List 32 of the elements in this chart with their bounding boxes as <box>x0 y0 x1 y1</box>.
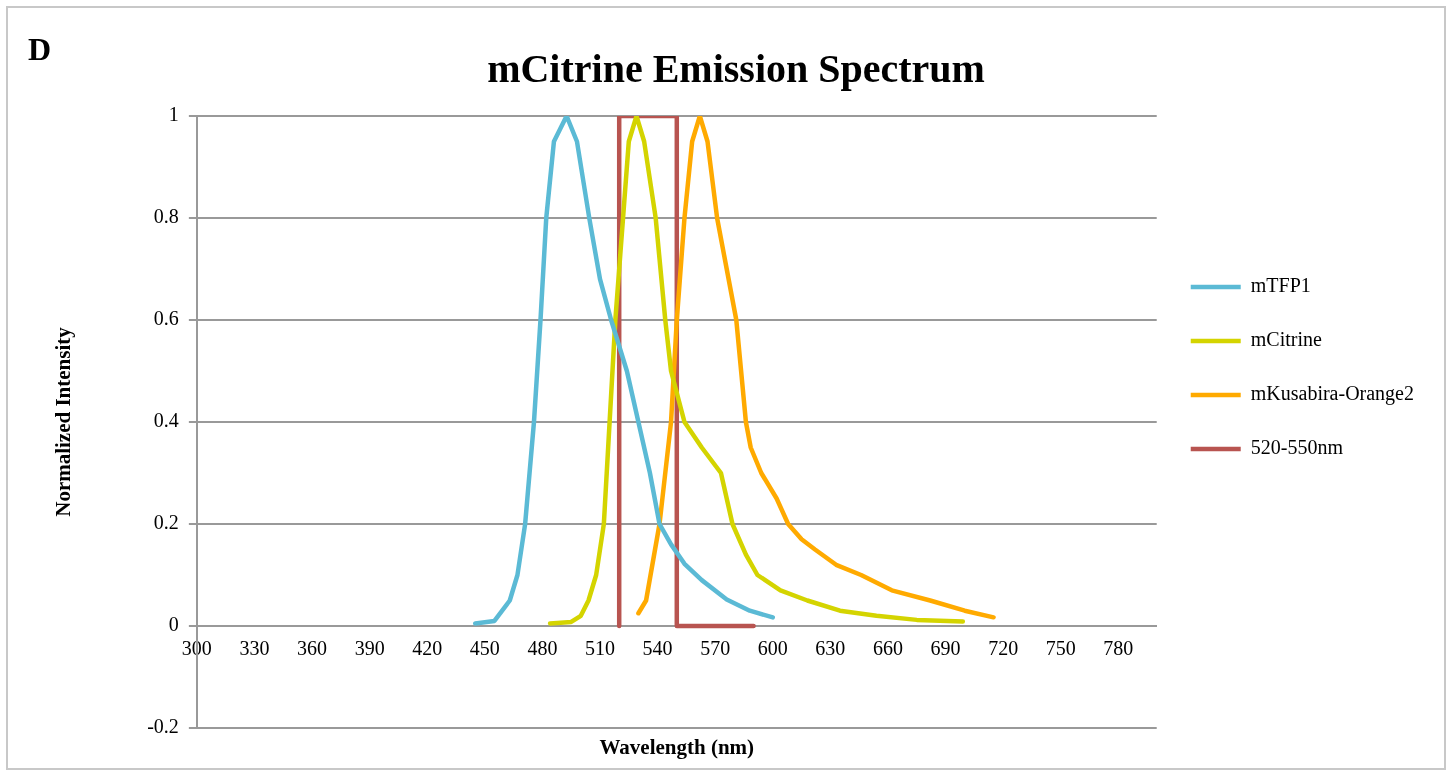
y-tick-label: -0.2 <box>147 715 179 738</box>
text: D <box>28 31 52 68</box>
x-axis-title: Wavelength (nm) <box>599 734 755 759</box>
x-tick-label: 570 <box>700 637 731 660</box>
x-tick-label: 300 <box>181 637 212 660</box>
legend-label: mKusabira-Orange2 <box>1250 382 1415 406</box>
x-tick-label: 480 <box>527 637 558 660</box>
x-tick-label: 420 <box>412 637 443 660</box>
x-tick-label: 360 <box>297 637 328 660</box>
x-tick-label: 780 <box>1103 637 1134 660</box>
x-tick-label: 540 <box>642 637 673 660</box>
x-tick-label: 630 <box>815 637 846 660</box>
x-tick-label: 450 <box>469 637 500 660</box>
y-tick-label: 0.4 <box>153 409 179 432</box>
x-tick-label: 660 <box>872 637 903 660</box>
y-tick-label: 0.6 <box>153 307 179 330</box>
y-tick-label: 0 <box>168 613 179 636</box>
y-tick-label: 1 <box>168 103 179 126</box>
y-tick-label: 0.8 <box>153 205 179 228</box>
legend-label: mTFP1 <box>1250 274 1311 297</box>
x-tick-label: 690 <box>930 637 961 660</box>
legend-label: 520-550nm <box>1250 436 1344 459</box>
x-tick-label: 600 <box>757 637 788 660</box>
x-tick-label: 390 <box>354 637 385 660</box>
y-axis-title: Normalized Intensity <box>51 326 76 517</box>
x-tick-label: 330 <box>239 637 270 660</box>
x-tick-label: 510 <box>585 637 615 660</box>
x-tick-label: 750 <box>1045 637 1076 660</box>
chart-title: mCitrine Emission Spectrum <box>487 46 985 92</box>
legend-label: mCitrine <box>1250 328 1322 351</box>
x-tick-label: 720 <box>988 637 1019 660</box>
y-tick-label: 0.2 <box>153 511 179 534</box>
